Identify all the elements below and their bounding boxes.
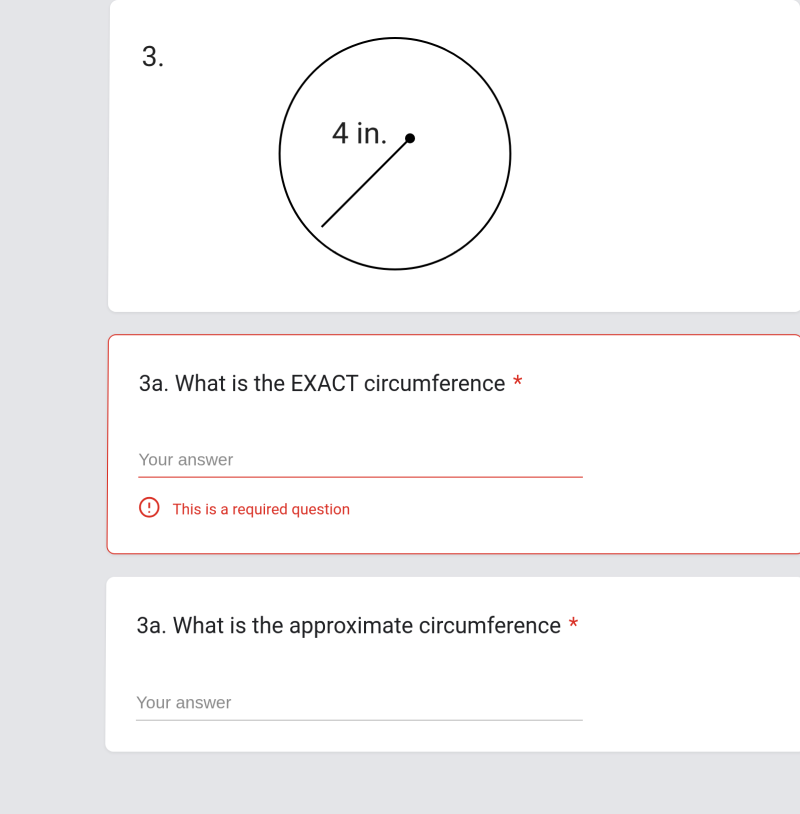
- answer-input[interactable]: [138, 444, 583, 478]
- radius-label: 4 in.: [332, 116, 388, 151]
- question-title-text: 3a. What is the approximate circumferenc…: [136, 614, 561, 640]
- error-row: This is a required question: [138, 496, 773, 523]
- error-text: This is a required question: [172, 500, 350, 518]
- question-card-exact: 3a. What is the EXACT circumference * Th…: [106, 334, 800, 554]
- answer-input[interactable]: [136, 687, 583, 721]
- error-icon: [138, 496, 160, 523]
- required-marker: *: [513, 372, 523, 397]
- question-title: 3a. What is the approximate circumferenc…: [136, 614, 775, 640]
- circle-diagram: 4 in.: [269, 28, 521, 280]
- required-marker: *: [569, 614, 579, 640]
- question-card-approx: 3a. What is the approximate circumferenc…: [105, 577, 800, 752]
- question-diagram-card: 3. 4 in.: [108, 0, 800, 312]
- question-number: 3.: [142, 40, 165, 73]
- question-title-text: 3a. What is the EXACT circumference: [139, 372, 506, 397]
- question-title: 3a. What is the EXACT circumference *: [139, 372, 772, 397]
